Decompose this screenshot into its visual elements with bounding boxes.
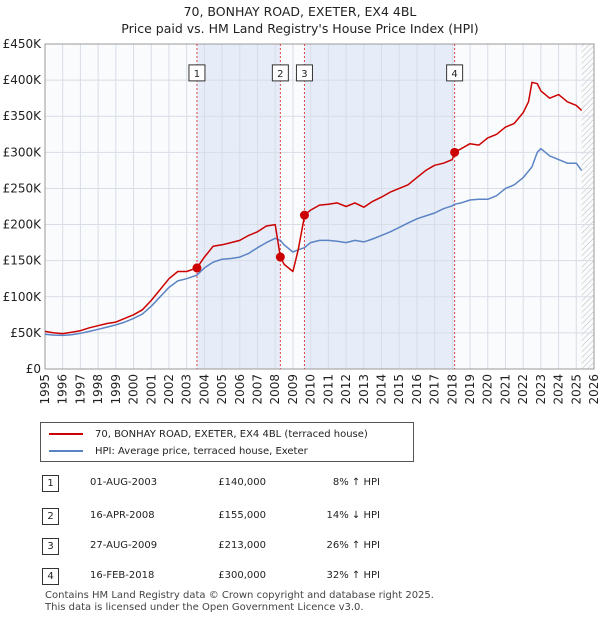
x-tick-label: 2026	[587, 374, 600, 405]
forecast-hatch	[581, 44, 594, 369]
x-tick-label: 2016	[410, 374, 424, 405]
y-tick-label: £250K	[3, 181, 43, 195]
sale-marker-box	[295, 64, 313, 82]
y-tick-label: £0	[26, 362, 41, 376]
table-row: 1 01-AUG-2003 £140,000 8% ↑ HPI	[0, 474, 600, 494]
x-tick-label: 2010	[304, 374, 318, 405]
x-tick-label: 2021	[498, 374, 512, 405]
legend-line-property	[49, 433, 83, 435]
price-chart: £0 £50K £100K £150K £200K £250K £300K £350K £400…	[3, 37, 600, 405]
x-tick-label: 2006	[233, 374, 247, 405]
sale-point	[299, 210, 309, 220]
legend-item-property: 70, BONHAY ROAD, EXETER, EX4 4BL (terrac…	[49, 426, 368, 442]
sale-marker-label: 4	[451, 69, 457, 80]
sale-price: £140,000	[218, 477, 266, 488]
y-tick-label: £100K	[3, 290, 43, 304]
sale-point	[275, 252, 285, 262]
sale-price: £300,000	[218, 570, 266, 581]
sale-marker-label: 1	[194, 69, 200, 80]
row-number-badge: 1	[42, 475, 59, 492]
chart-subtitle: Price paid vs. HM Land Registry's House …	[121, 21, 479, 36]
y-tick-label: £200K	[3, 218, 43, 232]
sale-date: 16-FEB-2018	[90, 570, 155, 581]
legend-label-property: 70, BONHAY ROAD, EXETER, EX4 4BL (terrac…	[95, 428, 368, 440]
x-tick-label: 2001	[144, 374, 158, 405]
x-tick-label: 1995	[38, 374, 52, 405]
x-tick-label: 2025	[569, 374, 583, 405]
sale-marker-box	[446, 64, 464, 82]
x-tick-label: 1998	[91, 374, 105, 405]
hpi-comparison: 14% ↓ HPI	[326, 510, 380, 521]
x-tick-label: 2019	[463, 374, 477, 405]
x-tick-label: 2011	[321, 374, 335, 405]
x-tick-label: 2020	[481, 374, 495, 405]
sale-price: £213,000	[218, 540, 266, 551]
sale-date: 16-APR-2008	[90, 510, 155, 521]
x-tick-label: 2005	[215, 374, 229, 405]
ownership-band	[196, 44, 281, 369]
legend: 70, BONHAY ROAD, EXETER, EX4 4BL (terrac…	[40, 422, 414, 462]
legend-label-hpi: HPI: Average price, terraced house, Exet…	[95, 445, 308, 457]
row-number-badge: 3	[42, 538, 59, 555]
hpi-comparison: 8% ↑ HPI	[332, 477, 380, 488]
sale-price: £155,000	[218, 510, 266, 521]
y-tick-label: £50K	[10, 326, 42, 340]
x-tick-label: 2007	[251, 374, 265, 405]
row-number-badge: 2	[42, 508, 59, 525]
x-tick-label: 2004	[197, 374, 211, 405]
x-tick-label: 2008	[268, 374, 282, 405]
sale-marker-label: 2	[277, 69, 283, 80]
hpi-line	[44, 147, 583, 337]
x-tick-label: 2012	[339, 374, 353, 405]
x-tick-label: 1997	[73, 374, 87, 405]
plot-frame	[44, 43, 595, 370]
x-tick-label: 1999	[109, 374, 123, 405]
table-row: 3 27-AUG-2009 £213,000 26% ↑ HPI	[0, 537, 600, 557]
sale-marker-box	[271, 64, 289, 82]
x-tick-label: 2024	[552, 374, 566, 405]
sale-marker-box	[188, 64, 206, 82]
x-tick-label: 2023	[534, 374, 548, 405]
x-tick-label: 2014	[374, 374, 388, 405]
x-tick-label: 2002	[162, 374, 176, 405]
table-row: 4 16-FEB-2018 £300,000 32% ↑ HPI	[0, 567, 600, 587]
sale-point	[192, 263, 202, 273]
x-tick-label: 2022	[516, 374, 530, 405]
ownership-band	[304, 44, 455, 369]
property-price-line	[44, 81, 583, 335]
sale-marker-label: 3	[301, 69, 307, 80]
y-tick-label: £300K	[3, 145, 43, 159]
x-tick-label: 2000	[127, 374, 141, 405]
y-tick-label: £450K	[3, 37, 43, 51]
sale-point	[450, 147, 460, 157]
row-number-badge: 4	[42, 568, 59, 585]
x-tick-label: 2013	[357, 374, 371, 405]
x-tick-label: 2015	[392, 374, 406, 405]
sale-date: 01-AUG-2003	[90, 477, 158, 488]
x-tick-label: 1996	[56, 374, 70, 405]
footer-copyright: Contains HM Land Registry data © Crown c…	[45, 590, 434, 601]
footer-licence: This data is licensed under the Open Gov…	[45, 602, 364, 613]
x-tick-label: 2017	[428, 374, 442, 405]
x-tick-label: 2018	[445, 374, 459, 405]
y-tick-label: £150K	[3, 254, 43, 268]
y-tick-label: £400K	[3, 73, 43, 87]
legend-item-hpi: HPI: Average price, terraced house, Exet…	[49, 443, 308, 459]
sale-date: 27-AUG-2009	[90, 540, 158, 551]
y-tick-label: £350K	[3, 109, 43, 123]
x-tick-label: 2009	[286, 374, 300, 405]
legend-line-hpi	[49, 450, 83, 452]
hpi-comparison: 32% ↑ HPI	[326, 570, 380, 581]
hpi-comparison: 26% ↑ HPI	[326, 540, 380, 551]
chart-title: 70, BONHAY ROAD, EXETER, EX4 4BL	[183, 4, 417, 19]
table-row: 2 16-APR-2008 £155,000 14% ↓ HPI	[0, 507, 600, 527]
x-tick-label: 2003	[180, 374, 194, 405]
